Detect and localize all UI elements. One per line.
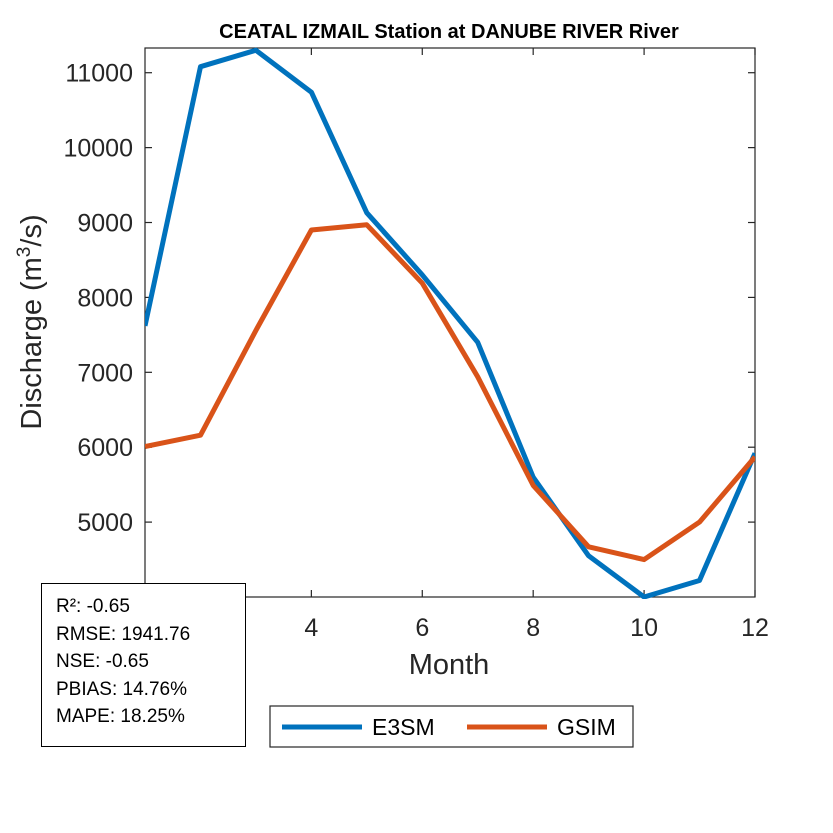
stat-nse: NSE: -0.65 xyxy=(56,651,149,672)
stat-pbias: PBIAS: 14.76% xyxy=(56,678,187,700)
y-axis-label: Discharge (m3/s) xyxy=(14,214,48,429)
legend-label-gsim: GSIM xyxy=(557,714,616,740)
x-tick-label: 8 xyxy=(526,614,540,642)
x-tick-label: 6 xyxy=(415,614,429,642)
chart-title: CEATAL IZMAIL Station at DANUBE RIVER Ri… xyxy=(219,21,679,43)
y-tick-label: 5000 xyxy=(77,509,133,537)
y-tick-label: 10000 xyxy=(63,135,133,163)
legend: E3SM GSIM xyxy=(269,705,634,748)
y-tick-label: 8000 xyxy=(77,284,133,312)
stats-box: R²: -0.65 RMSE: 1941.76 NSE: -0.65 PBIAS… xyxy=(41,583,246,747)
stat-r2: R²: -0.65 xyxy=(56,596,130,617)
stat-mape: MAPE: 18.25% xyxy=(56,706,185,727)
y-tick-label: 11000 xyxy=(65,60,133,88)
axes-box xyxy=(144,47,756,598)
plot-area: 5000 6000 7000 8000 9000 10000 11000 4 6 8 10 12 xyxy=(63,47,769,642)
x-tick-label: 12 xyxy=(741,614,769,642)
y-tick-label: 7000 xyxy=(77,359,133,387)
x-tick-label: 4 xyxy=(304,614,318,642)
series-line-e3sm xyxy=(145,47,755,599)
legend-label-e3sm: E3SM xyxy=(372,714,435,740)
y-tick-label: 9000 xyxy=(77,210,133,238)
series-line-gsim xyxy=(145,222,755,563)
stat-rmse: RMSE: 1941.76 xyxy=(56,623,191,645)
y-tick-label: 6000 xyxy=(77,434,133,462)
x-tick-label: 10 xyxy=(630,614,658,642)
x-axis-label: Month xyxy=(409,649,490,681)
